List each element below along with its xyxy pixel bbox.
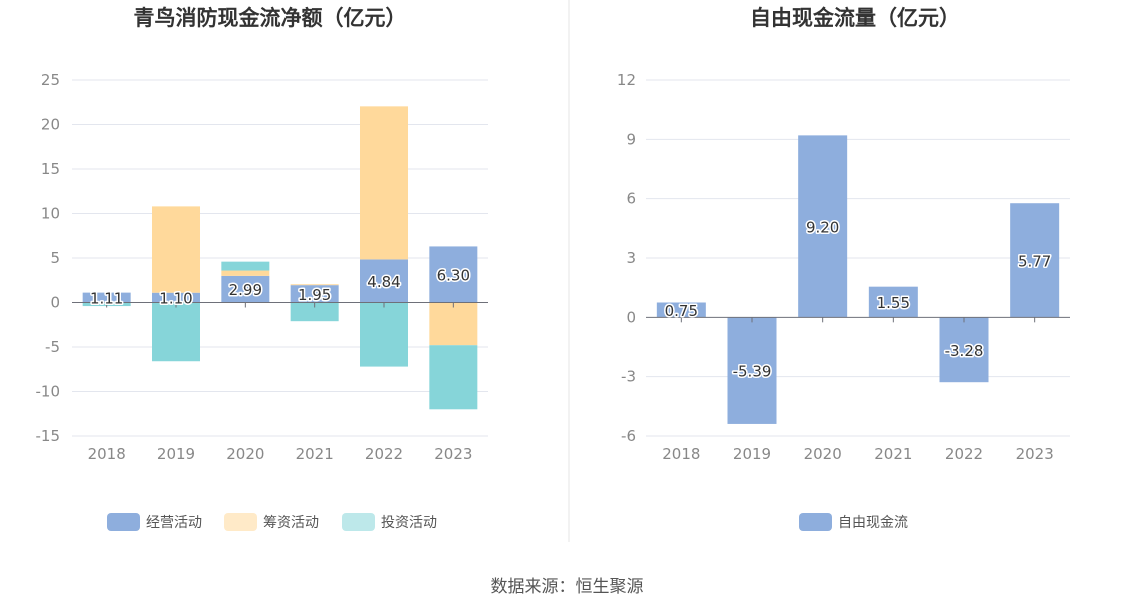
data-source: 数据来源：恒生聚源 <box>491 577 644 597</box>
legend-label[interactable]: 经营活动 <box>146 515 202 531</box>
legend-swatch[interactable] <box>224 513 257 531</box>
cash-flow-chart: 青鸟消防现金流净额（亿元） 25 20 15 10 5 0 -5 -10 -15 2018 2019 2… <box>36 6 488 531</box>
bar-经营活动-2021 <box>290 285 339 303</box>
x-tick-label: 2019 <box>157 445 195 463</box>
bar-投资活动-2020 <box>221 261 270 271</box>
x-tick-label: 2022 <box>945 445 983 463</box>
data-label: -3.28 <box>945 342 984 360</box>
bar-自由现金流-2019 <box>727 317 777 424</box>
x-tick-label: 2023 <box>434 445 472 463</box>
y-tick-label: -3 <box>621 368 636 386</box>
data-label: 0.75 <box>665 302 698 320</box>
data-label: 1.11 <box>90 290 123 308</box>
bar-自由现金流-2018 <box>656 302 706 318</box>
y-tick-label: -6 <box>621 427 636 445</box>
bar-筹资活动-2020 <box>221 270 270 276</box>
legend-swatch[interactable] <box>799 513 832 531</box>
data-label: 9.20 <box>806 218 839 236</box>
bar-投资活动-2022 <box>360 302 408 367</box>
chart-title: 青鸟消防现金流净额（亿元） <box>134 6 407 30</box>
legend-label[interactable]: 投资活动 <box>381 515 437 531</box>
bar-自由现金流-2023 <box>1010 203 1060 318</box>
y-tick-label: 3 <box>626 249 636 267</box>
x-tick-label: 2021 <box>874 445 912 463</box>
bar-投资活动-2021 <box>290 302 339 322</box>
bar-经营活动-2022 <box>360 259 408 303</box>
x-tick-label: 2020 <box>226 445 264 463</box>
data-label: 1.95 <box>298 286 331 304</box>
x-tick-label: 2019 <box>733 445 771 463</box>
data-label: -5.39 <box>733 363 772 381</box>
bar-筹资活动-2022 <box>360 106 408 260</box>
data-label: 2.99 <box>229 281 262 299</box>
legend-label[interactable]: 筹资活动 <box>263 514 319 531</box>
data-label: 1.55 <box>877 294 910 312</box>
data-label: 5.77 <box>1018 252 1051 270</box>
bar-自由现金流-2020 <box>798 135 848 318</box>
y-tick-label: 0 <box>626 308 636 326</box>
y-tick-label: 6 <box>626 190 636 208</box>
bar-经营活动-2023 <box>429 246 478 303</box>
x-tick-label: 2018 <box>662 445 700 463</box>
data-label: 1.10 <box>159 290 192 308</box>
x-tick-label: 2022 <box>365 445 403 463</box>
legend-swatch[interactable] <box>342 513 375 531</box>
x-tick-label: 2021 <box>296 445 334 463</box>
y-tick-label: 15 <box>41 160 60 178</box>
bar-自由现金流-2021 <box>868 286 918 318</box>
x-tick-label: 2018 <box>88 445 126 463</box>
y-tick-label: 10 <box>41 205 60 223</box>
bar-经营活动-2020 <box>221 275 270 303</box>
x-tick-label: 2023 <box>1016 445 1054 463</box>
y-tick-label: 5 <box>50 249 60 267</box>
bar-经营活动-2018 <box>82 292 131 303</box>
y-tick-label: -10 <box>36 383 61 401</box>
bar-投资活动-2023 <box>429 345 478 410</box>
free-cash-flow-chart: 自由现金流量（亿元） 12 9 6 3 0 -3 -6 2018 2019 2020 2021 2022… <box>617 6 1070 531</box>
bar-自由现金流-2022 <box>939 317 989 383</box>
data-label: 4.84 <box>367 273 400 291</box>
bar-投资活动-2019 <box>152 302 200 362</box>
y-tick-label: -5 <box>45 338 60 356</box>
y-tick-label: 25 <box>41 71 60 89</box>
y-tick-label: 12 <box>617 71 636 89</box>
legend-swatch[interactable] <box>107 513 140 531</box>
bar-筹资活动-2023 <box>429 302 478 346</box>
data-label: 6.30 <box>437 266 470 284</box>
legend-label[interactable]: 自由现金流 <box>838 515 908 531</box>
y-tick-label: 0 <box>50 294 60 312</box>
chart-title: 自由现金流量（亿元） <box>750 6 960 30</box>
x-tick-label: 2020 <box>804 445 842 463</box>
bar-经营活动-2019 <box>152 292 200 303</box>
bar-筹资活动-2019 <box>152 206 200 293</box>
y-tick-label: 20 <box>41 116 60 134</box>
y-tick-label: 9 <box>626 130 636 148</box>
y-tick-label: -15 <box>36 427 61 445</box>
bar-筹资活动-2021 <box>290 284 339 286</box>
